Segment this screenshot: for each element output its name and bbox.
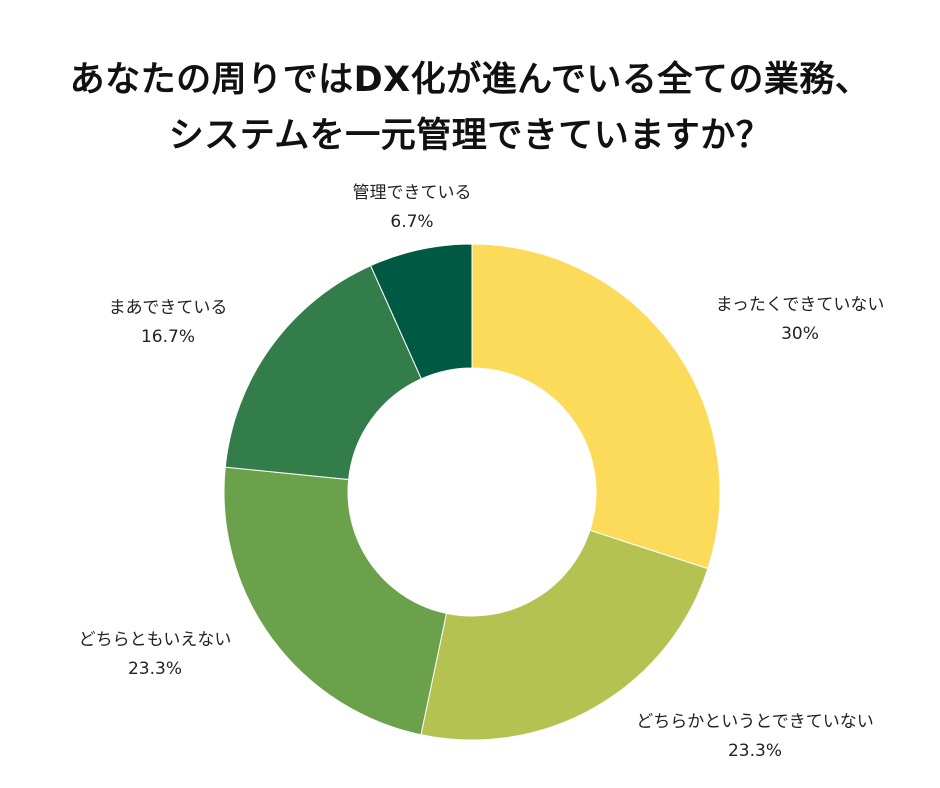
slice-5 bbox=[369, 243, 473, 380]
slice-2 bbox=[420, 529, 709, 741]
slice-value-2: 23.3% bbox=[728, 741, 782, 761]
slice-label-5: 管理できている bbox=[353, 183, 472, 203]
slice-labels: まったくできていない 30% どちらかというとできていない 23.3% どちらともいえな… bbox=[79, 183, 885, 761]
slice-label-1: まったくできていない bbox=[716, 295, 885, 315]
slice-value-4: 16.7% bbox=[141, 327, 195, 347]
chart-title: あなたの周りではDX化が進んでいる全ての業務、 システムを一元管理できていますか… bbox=[0, 52, 940, 164]
slice-label-3: どちらともいえない bbox=[79, 630, 232, 650]
slice-label-4: まあできている bbox=[109, 298, 228, 318]
chart-title-line-2: システムを一元管理できていますか？ bbox=[168, 116, 772, 156]
slice-label-2: どちらかというとできていない bbox=[636, 712, 874, 732]
slice-1 bbox=[471, 243, 721, 570]
slice-value-1: 30% bbox=[781, 324, 819, 344]
slice-4 bbox=[224, 264, 422, 481]
slice-value-3: 23.3% bbox=[128, 659, 182, 679]
chart-title-line-1: あなたの周りではDX化が進んでいる全ての業務、 bbox=[69, 60, 871, 100]
donut-slices bbox=[223, 243, 721, 741]
slice-3 bbox=[223, 466, 448, 736]
slice-value-5: 6.7% bbox=[390, 212, 433, 232]
